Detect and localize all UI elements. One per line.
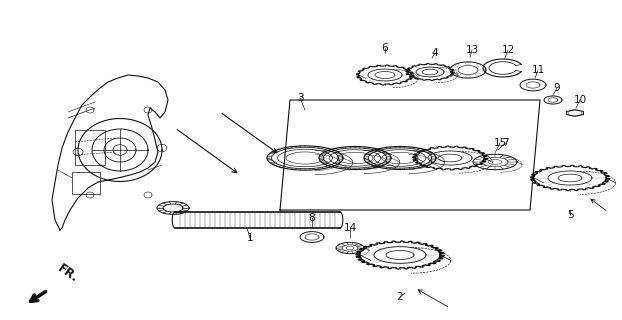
Text: 9: 9 bbox=[554, 83, 560, 93]
Text: 15: 15 bbox=[493, 138, 507, 148]
Bar bbox=[75, 130, 105, 165]
Text: 14: 14 bbox=[343, 223, 356, 233]
Text: 5: 5 bbox=[567, 210, 573, 220]
Text: 12: 12 bbox=[501, 45, 514, 55]
Text: 2: 2 bbox=[397, 292, 403, 302]
Text: 3: 3 bbox=[297, 93, 304, 103]
Bar bbox=[72, 172, 100, 194]
Text: 6: 6 bbox=[382, 43, 388, 53]
Text: FR.: FR. bbox=[55, 262, 80, 285]
Text: 10: 10 bbox=[573, 95, 587, 105]
Text: 8: 8 bbox=[309, 213, 315, 223]
Text: 1: 1 bbox=[247, 233, 253, 243]
Text: 11: 11 bbox=[531, 65, 545, 75]
Text: 4: 4 bbox=[432, 48, 439, 58]
Text: 7: 7 bbox=[502, 138, 508, 148]
Text: 13: 13 bbox=[465, 45, 478, 55]
